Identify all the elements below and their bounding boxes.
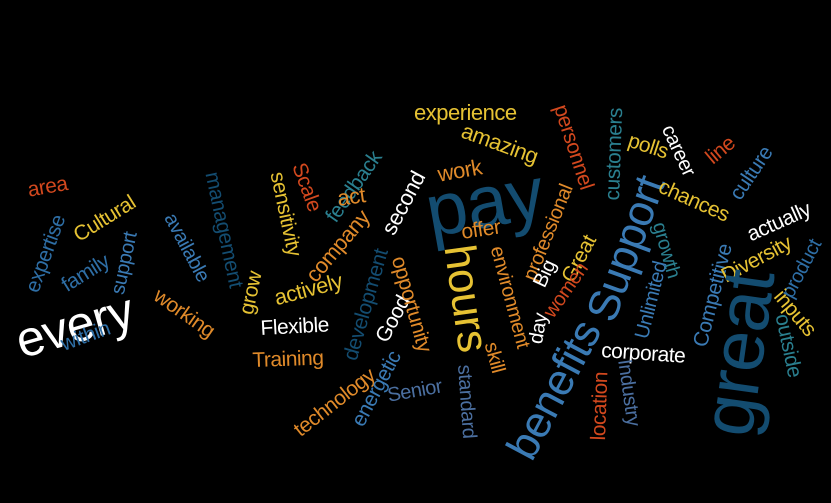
- word-act: act: [336, 184, 367, 210]
- word-support: support: [108, 230, 141, 296]
- word-great-big: great: [690, 265, 786, 440]
- word-every: every: [10, 285, 139, 366]
- word-standard: standard: [454, 364, 479, 439]
- word-personnel: personnel: [550, 102, 597, 192]
- word-chances: chances: [655, 176, 732, 226]
- word-training: Training: [252, 348, 324, 371]
- word-senior: Senior: [386, 376, 443, 405]
- word-available: available: [160, 210, 213, 285]
- word-working: working: [150, 285, 218, 342]
- word-development: development: [340, 247, 392, 363]
- word-flexible: Flexible: [260, 314, 329, 339]
- word-industry: Industry: [614, 358, 643, 427]
- word-actively: actively: [272, 270, 345, 309]
- word-line: line: [702, 132, 739, 168]
- word-customers: customers: [602, 108, 626, 201]
- word-day: day: [526, 312, 551, 346]
- word-hours: hours: [436, 242, 495, 355]
- word-skill: skill: [481, 340, 508, 375]
- word-offer: offer: [460, 217, 502, 243]
- word-location: location: [588, 372, 611, 441]
- word-area: area: [26, 173, 69, 201]
